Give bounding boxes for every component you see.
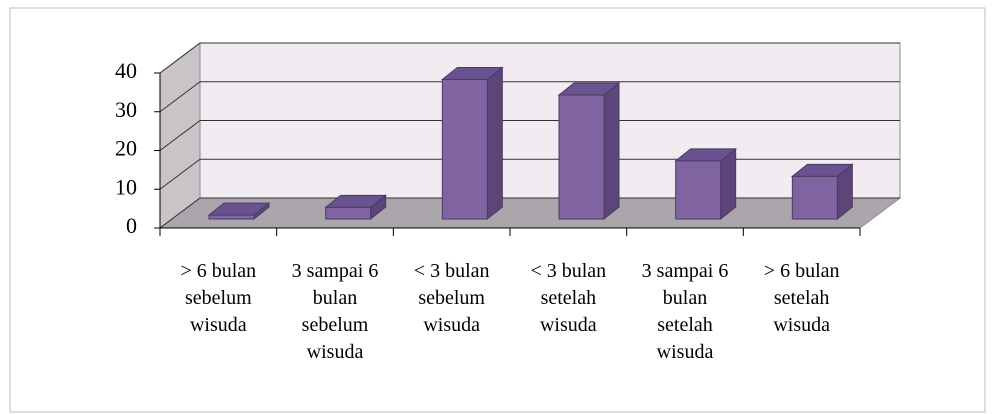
bar: [207, 202, 271, 221]
bar: [440, 66, 504, 221]
y-tick-label: 40: [115, 58, 137, 83]
x-tick-label: 3 sampai 6 bulan setelah wisuda: [641, 260, 729, 363]
x-tick-label: > 6 bulan sebelum wisuda: [180, 260, 257, 336]
bar-front: [208, 214, 255, 220]
bar: [674, 147, 738, 221]
y-tick-label: 10: [115, 174, 137, 199]
bar-side: [486, 66, 503, 221]
grid-line: [159, 197, 201, 229]
y-tick-label: 0: [126, 213, 137, 238]
x-tick-label: 3 sampai 6 bulan sebelum wisuda: [291, 260, 379, 363]
y-tick-label: 30: [115, 97, 137, 122]
bar: [790, 163, 854, 221]
y-tick-label: 20: [115, 136, 137, 161]
bar-front: [558, 94, 605, 220]
grid-line: [159, 120, 201, 151]
chart-frame: [9, 7, 986, 413]
grid-line: [159, 158, 201, 190]
grid-line: [159, 81, 201, 113]
bar: [557, 81, 621, 221]
bar-front: [441, 79, 488, 220]
bar-front: [675, 160, 722, 220]
floor: [158, 197, 902, 229]
x-tick-label: > 6 bulan setelah wisuda: [763, 260, 840, 336]
grid-line: [159, 42, 201, 74]
bar: [324, 194, 388, 221]
x-tick-label: < 3 bulan sebelum wisuda: [413, 260, 490, 336]
bar-front: [325, 206, 372, 220]
bar-side: [603, 81, 620, 221]
x-tick-label: < 3 bulan setelah wisuda: [530, 260, 607, 336]
bar-front: [791, 175, 838, 220]
